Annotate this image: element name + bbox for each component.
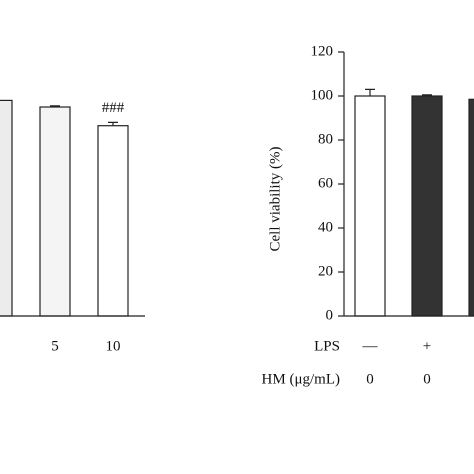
y-tick-label: 100 [311,87,334,103]
error-bar [108,121,118,126]
row-cell: 0 [423,371,431,387]
x-tick-label: 10 [106,338,121,354]
annotation: ### [102,100,125,116]
error-bar [422,94,432,96]
y-axis-label: Cell viability (%) [267,147,283,252]
row-label: LPS [314,338,340,354]
error-bar [50,105,60,107]
row-cell: + [423,338,431,354]
y-tick-label: 60 [318,175,333,191]
y-tick-label: 40 [318,219,333,235]
y-tick-label: 80 [318,131,333,147]
bar [411,95,443,317]
x-tick-label: 5 [51,338,59,354]
y-tick-label: 20 [318,263,333,279]
row-cell: — [362,338,379,354]
row-label: HM (μg/mL) [262,371,340,387]
error-bar [365,88,375,96]
y-tick-label: 120 [311,43,334,59]
row-cell: 0 [366,371,374,387]
bar [354,95,386,317]
bar [0,99,13,317]
bar [468,98,474,317]
bar [39,106,71,317]
y-tick-label: 0 [326,307,334,323]
bar [97,125,129,317]
